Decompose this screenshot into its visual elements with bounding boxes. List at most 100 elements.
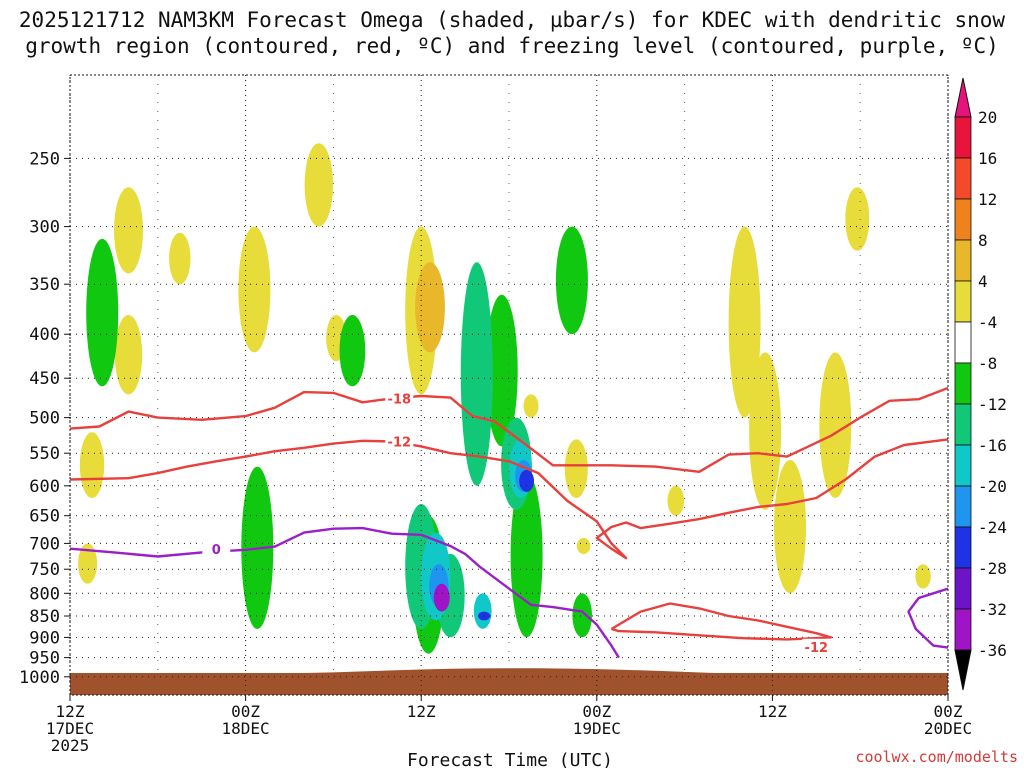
omega-region [460, 262, 493, 486]
credit-text: coolwx.com/modelts [855, 748, 1018, 766]
omega-shading [78, 143, 931, 654]
omega-region [415, 262, 445, 353]
omega-region [304, 143, 333, 227]
omega-region [564, 439, 588, 499]
chart-title-line2: growth region (contoured, red, ºC) and f… [25, 34, 999, 58]
omega-region [523, 394, 539, 418]
colorbar-segment [954, 116, 972, 159]
contour-label-bg [385, 433, 414, 449]
y-tick-label: 600 [29, 477, 60, 497]
x-tick-label: 00Z [582, 702, 611, 721]
colorbar-label: 12 [978, 190, 997, 209]
contour-label-bg [802, 638, 831, 654]
omega-region [667, 485, 685, 516]
colorbar-segment [954, 157, 972, 200]
y-tick-label: 900 [29, 628, 60, 648]
colorbar-label: 4 [978, 272, 988, 291]
omega-region [915, 564, 931, 589]
y-tick-label: 450 [29, 369, 60, 389]
omega-region [78, 543, 98, 584]
omega-region [114, 315, 143, 395]
contour-line [907, 587, 948, 649]
ground-surface [70, 668, 948, 695]
omega-region [576, 538, 591, 554]
colorbar-segment [954, 526, 972, 569]
y-tick-label: 500 [29, 409, 60, 429]
y-tick-label: 800 [29, 584, 60, 604]
chart-title-line1: 2025121712 NAM3KM Forecast Omega (shaded… [19, 8, 1006, 32]
colorbar-segment [954, 239, 972, 282]
contour-label: 0 [212, 543, 221, 558]
contour-label: -12 [805, 641, 829, 656]
omega-region [728, 226, 761, 418]
omega-region [114, 187, 143, 274]
x-tick-label: 18DEC [222, 719, 270, 738]
colorbar-label: -16 [978, 436, 1007, 455]
colorbar-label: 16 [978, 149, 997, 168]
contour-line [70, 386, 948, 473]
omega-region [845, 187, 870, 251]
contour-label-bg [202, 541, 231, 557]
colorbar-segment [954, 362, 972, 405]
y-tick-label: 1000 [19, 668, 60, 688]
y-tick-label: 300 [29, 218, 60, 238]
colorbar-bottom-arrow [954, 649, 972, 691]
y-tick-label: 650 [29, 507, 60, 527]
y-tick-label: 350 [29, 275, 60, 295]
omega-region [169, 232, 191, 285]
colorbar-top-arrow [954, 77, 972, 118]
x-tick-label: 20DEC [924, 719, 972, 738]
omega-region [433, 583, 450, 612]
x-axis-title: Forecast Time (UTC) [407, 750, 613, 768]
omega-region [485, 294, 518, 447]
x-tick-label: 17DEC [46, 719, 94, 738]
colorbar-label: 20 [978, 108, 997, 127]
omega-region [819, 352, 852, 499]
contour-line [70, 438, 948, 560]
colorbar-label: -28 [978, 559, 1007, 578]
contour-label-bg [385, 390, 414, 406]
colorbar-segment [954, 567, 972, 610]
y-axis: 2503003504004505005506006507007508008509… [19, 149, 70, 688]
colorbar-label: -24 [978, 518, 1007, 537]
omega-region [572, 593, 592, 638]
y-tick-label: 750 [29, 560, 60, 580]
colorbar-label: -4 [978, 313, 997, 332]
colorbar-segment [954, 280, 972, 323]
plot-border [69, 74, 949, 696]
x-tick-label: 12Z [56, 702, 85, 721]
contour-line [610, 602, 833, 641]
omega-region [519, 469, 534, 492]
contour-label: -12 [388, 436, 412, 451]
omega-region [774, 459, 806, 594]
colorbar-segment [954, 198, 972, 241]
omega-region [339, 315, 366, 387]
x-tick-label: 12Z [758, 702, 787, 721]
x-tick-label: 2025 [51, 736, 90, 755]
colorbar-segment [954, 403, 972, 446]
colorbar-legend: 20 16 12 8 4 -4 -8 -12 -16 -20 -24 -28 -32 -36 [954, 77, 1007, 691]
colorbar-label: -8 [978, 354, 997, 373]
colorbar-segment [954, 321, 972, 364]
x-tick-label: 12Z [407, 702, 436, 721]
y-tick-label: 700 [29, 534, 60, 554]
omega-region [555, 226, 588, 335]
colorbar-segment [954, 608, 972, 651]
omega-region [749, 352, 782, 510]
omega-region [238, 226, 271, 353]
colorbar-label: -36 [978, 641, 1007, 660]
y-tick-label: 400 [29, 325, 60, 345]
colorbar-label: -12 [978, 395, 1007, 414]
y-tick-label: 250 [29, 149, 60, 169]
colorbar-segment [954, 485, 972, 528]
omega-region [79, 432, 105, 498]
x-tick-label: 00Z [231, 702, 260, 721]
y-tick-label: 850 [29, 607, 60, 627]
colorbar-label: 8 [978, 231, 988, 250]
colorbar-label: -32 [978, 600, 1007, 619]
colorbar-label: -20 [978, 477, 1007, 496]
colorbar-segment [954, 444, 972, 487]
y-tick-label: 550 [29, 444, 60, 464]
contour-lines: -18 -12 -12 0 [70, 386, 948, 659]
y-tick-label: 950 [29, 649, 60, 669]
